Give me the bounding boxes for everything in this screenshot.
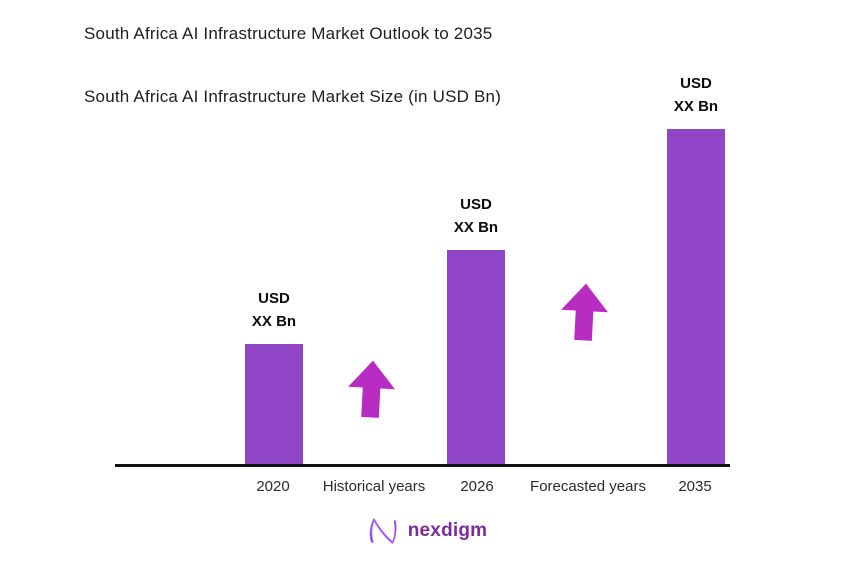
x-axis-label-historical-years: Historical years <box>322 478 426 495</box>
x-axis-label-2020: 2020 <box>256 478 290 495</box>
bar-2020 <box>245 344 303 466</box>
bar-value-label-2026: USD XX Bn <box>454 193 498 239</box>
up-arrow-icon <box>348 360 396 418</box>
bar-group-2026: USD XX Bn <box>447 196 505 466</box>
x-axis-label-2035: 2035 <box>678 478 712 495</box>
nexdigm-n-icon <box>369 517 397 544</box>
bar-2026 <box>447 250 505 466</box>
bar-label-line1: USD <box>680 75 712 92</box>
bar-value-label-2035: USD XX Bn <box>674 72 718 118</box>
bar-value-label-2020: USD XX Bn <box>252 287 296 333</box>
x-axis-line <box>115 464 730 467</box>
chart-subtitle: South Africa AI Infrastructure Market Si… <box>84 87 502 106</box>
bar-label-line1: USD <box>460 196 492 213</box>
up-arrow-icon <box>561 283 609 341</box>
nexdigm-logo: nexdigm <box>0 514 853 548</box>
x-axis-label-forecasted-years: Forecasted years <box>530 478 646 495</box>
bar-group-2020: USD XX Bn <box>245 290 303 466</box>
x-axis-label-2026: 2026 <box>460 478 494 495</box>
bar-group-2035: USD XX Bn <box>667 75 725 466</box>
nexdigm-logo-text: nexdigm <box>407 520 488 541</box>
bar-label-line2: XX Bn <box>251 313 297 330</box>
bar-label-line1: USD <box>258 290 290 307</box>
chart-title: South Africa AI Infrastructure Market Ou… <box>84 24 493 43</box>
bar-2035 <box>667 129 725 466</box>
bar-label-line2: XX Bn <box>453 219 499 236</box>
bar-label-line2: XX Bn <box>673 98 719 115</box>
